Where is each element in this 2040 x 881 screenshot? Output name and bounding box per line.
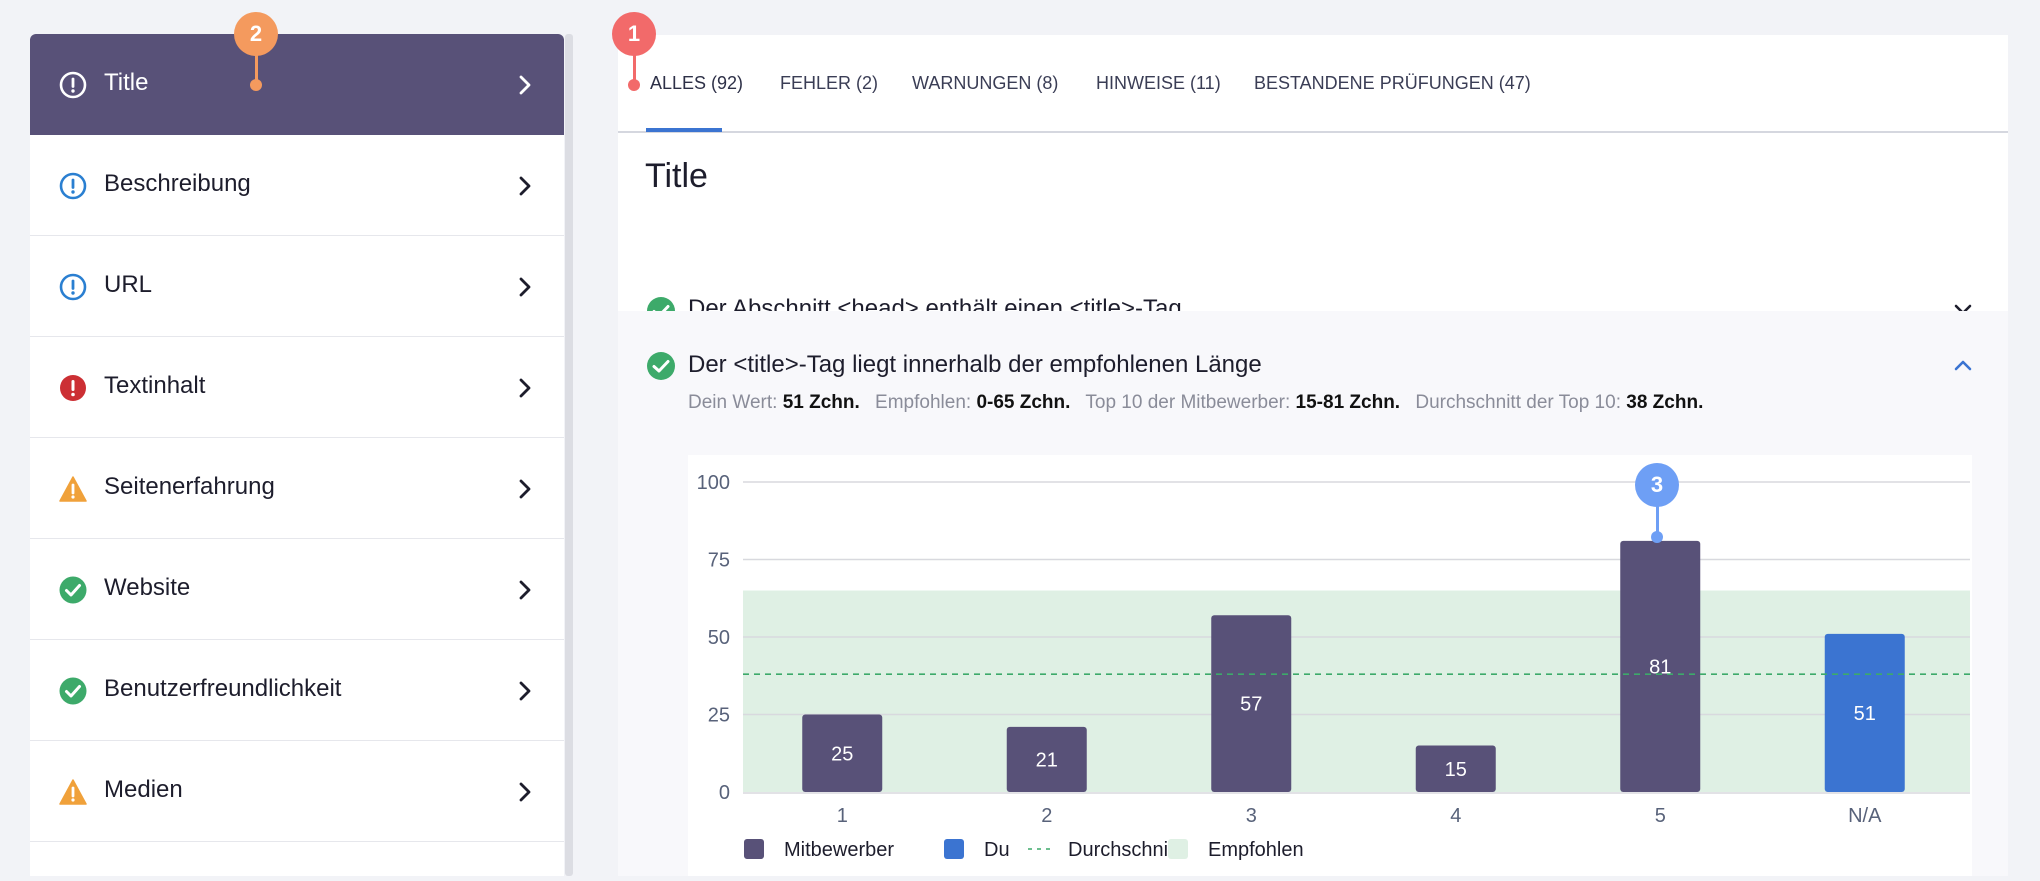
legend-label: Empfohlen — [1208, 839, 1304, 861]
legend-swatch — [1168, 839, 1188, 859]
sidebar-item-textinhalt[interactable]: Textinhalt — [30, 337, 564, 438]
annotation-badge: 2 — [234, 12, 278, 56]
badge-pointer — [632, 34, 636, 85]
legend-swatch — [744, 839, 764, 859]
sidebar-item-label: Beschreibung — [104, 170, 251, 197]
badge-anchor-dot — [1651, 531, 1663, 543]
bar-value-label: 15 — [1445, 759, 1467, 781]
tab-all[interactable]: ALLES (92) — [650, 73, 744, 93]
sidebar-item-label: Seitenerfahrung — [104, 473, 275, 500]
badge-pointer — [1655, 485, 1659, 537]
chevron-right-icon — [519, 479, 531, 499]
badge-pointer — [254, 34, 258, 85]
sidebar-item-benutzerfreundlichkeit[interactable]: Benutzerfreundlichkeit — [30, 640, 564, 741]
check-icon — [647, 352, 675, 380]
info-circle-icon — [59, 273, 87, 301]
stat-label: Dein Wert: — [688, 392, 778, 413]
bar-competitor — [1211, 615, 1292, 792]
stat-label: Durchschnitt der Top 10: — [1415, 392, 1621, 413]
warning-icon — [59, 779, 87, 805]
y-tick-label: 75 — [708, 550, 730, 572]
info-circle-icon — [59, 172, 87, 200]
chevron-up-icon[interactable] — [1954, 359, 1972, 371]
y-tick-label: 100 — [697, 472, 730, 494]
chevron-right-icon — [519, 681, 531, 701]
badge-anchor-dot — [628, 79, 640, 91]
bar-competitor — [802, 714, 883, 792]
y-tick-label: 0 — [719, 782, 730, 804]
chevron-right-icon — [519, 176, 531, 196]
bar-competitor — [1415, 745, 1496, 792]
bar-value-label: 57 — [1240, 694, 1262, 716]
recommended-band — [743, 590, 1970, 792]
bar-chart: 0 25 50 75 100 25 1 21 2 57 3 15 4 81 5 51 N/A Mitbewerbe… — [697, 472, 1970, 861]
sidebar-item-label: URL — [104, 271, 153, 298]
x-tick-label: 5 — [1655, 805, 1666, 827]
chart-container: 0 25 50 75 100 25 1 21 2 57 3 15 4 81 5 51 N/A Mitbewerbe… — [688, 455, 1972, 876]
warning-icon — [59, 476, 87, 502]
title-length-stats: Dein Wert: 51 Zchn. Empfohlen: 0-65 Zchn… — [688, 392, 1703, 414]
badge-anchor-dot — [250, 79, 262, 91]
y-tick-label: 50 — [708, 627, 730, 649]
chevron-right-icon — [519, 782, 531, 802]
chevron-right-icon — [519, 277, 531, 297]
stat-value: 0-65 Zchn. — [976, 392, 1071, 413]
annotation-badge: 3 — [1635, 463, 1679, 507]
bar-value-label: 25 — [831, 743, 853, 765]
sidebar-item-label: Website — [104, 574, 191, 601]
x-tick-label: N/A — [1848, 805, 1882, 827]
stat-label: Top 10 der Mitbewerber: — [1085, 392, 1291, 413]
sidebar-item-label: Textinhalt — [104, 372, 206, 399]
tab-bar: ALLES (92) FEHLER (2) WARNUNGEN (8) HINW… — [618, 35, 2008, 133]
main-panel: ALLES (92) FEHLER (2) WARNUNGEN (8) HINW… — [618, 35, 2008, 876]
sidebar-item-seitenerfahrung[interactable]: Seitenerfahrung — [30, 438, 564, 539]
tab-passed[interactable]: BESTANDENE PRÜFUNGEN (47) — [1254, 73, 1531, 93]
check-icon — [59, 576, 87, 604]
bar-competitor — [1620, 540, 1701, 792]
tab-warnings[interactable]: WARNUNGEN (8) — [912, 73, 1059, 93]
bar-value-label: 51 — [1854, 703, 1876, 725]
legend-label: Mitbewerber — [784, 839, 894, 861]
x-tick-label: 1 — [837, 805, 848, 827]
sidebar-item-url[interactable]: URL — [30, 236, 564, 337]
sidebar: Title Beschreibung URL Textinhalt Seiten… — [30, 34, 564, 876]
chevron-right-icon — [519, 580, 531, 600]
legend-swatch — [944, 839, 964, 859]
tab-hints[interactable]: HINWEISE (11) — [1096, 73, 1221, 93]
stat-value: 38 Zchn. — [1626, 392, 1704, 413]
check-icon — [59, 677, 87, 705]
stat-value: 51 Zchn. — [782, 392, 860, 413]
tab-errors[interactable]: FEHLER (2) — [780, 73, 879, 93]
x-tick-label: 2 — [1041, 805, 1052, 827]
legend-label: Du — [984, 839, 1010, 861]
sidebar-item-title[interactable]: Title — [30, 34, 564, 135]
check-title: Der <title>-Tag liegt innerhalb der empf… — [688, 351, 1262, 378]
sidebar-item-label: Medien — [104, 776, 183, 803]
active-tab-indicator — [646, 128, 722, 132]
sidebar-item-label: Benutzerfreundlichkeit — [104, 675, 342, 702]
bar-competitor — [1006, 726, 1087, 792]
stat-label: Empfohlen: — [875, 392, 972, 413]
check-row-title-length[interactable]: Der <title>-Tag liegt innerhalb der empf… — [618, 345, 2008, 405]
annotation-badge: 1 — [612, 12, 656, 56]
chevron-right-icon — [519, 75, 531, 95]
sidebar-item-label: Title — [104, 69, 149, 96]
stat-value: 15-81 Zchn. — [1295, 392, 1401, 413]
bar-value-label: 81 — [1649, 656, 1671, 678]
chevron-right-icon — [519, 378, 531, 398]
sidebar-item-beschreibung[interactable]: Beschreibung — [30, 135, 564, 236]
bar-value-label: 21 — [1036, 749, 1058, 771]
info-circle-icon — [59, 71, 87, 99]
y-tick-label: 25 — [708, 705, 730, 727]
section-title: Title — [645, 157, 708, 195]
legend-label: Durchschnitt — [1068, 839, 1180, 861]
sidebar-item-website[interactable]: Website — [30, 539, 564, 640]
sidebar-scrollbar[interactable] — [565, 34, 573, 876]
error-icon — [60, 375, 86, 401]
x-tick-label: 4 — [1450, 805, 1461, 827]
x-tick-label: 3 — [1246, 805, 1257, 827]
sidebar-item-medien[interactable]: Medien — [30, 741, 564, 842]
